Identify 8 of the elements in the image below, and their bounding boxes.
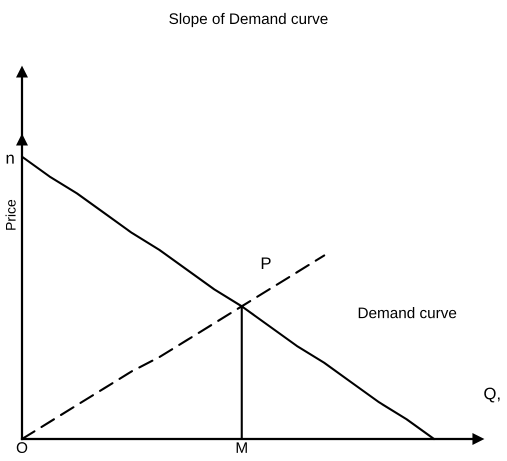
x-axis-title: Q,	[484, 388, 500, 402]
annotation: P	[262, 258, 271, 269]
text: Demand curve	[358, 307, 456, 318]
y-axis-title: Price	[5, 200, 16, 230]
x-tick-label: M	[236, 442, 247, 453]
annotation: n	[6, 154, 14, 164]
chart-title: Slope of Demand curve	[169, 12, 328, 28]
x-tick-label: O	[16, 442, 28, 453]
